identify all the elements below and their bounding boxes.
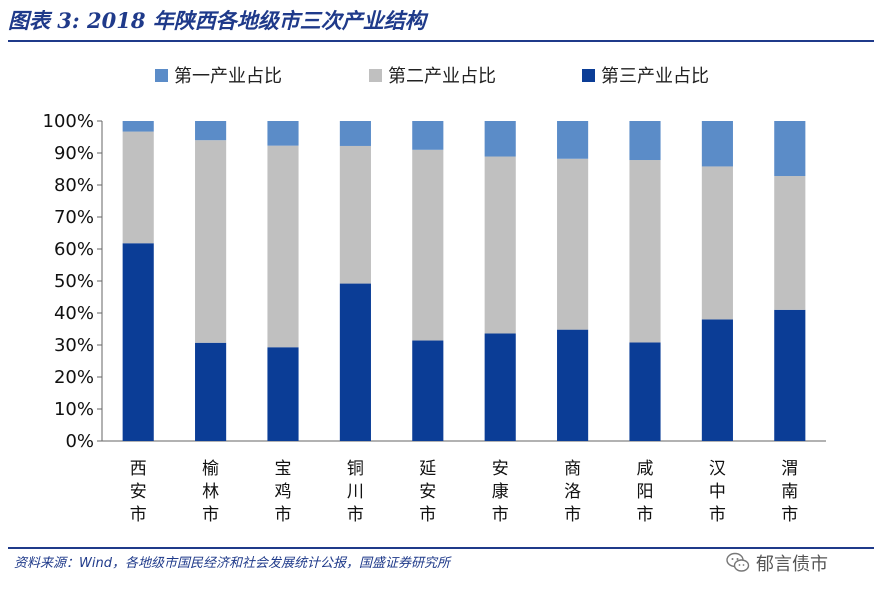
- x-category-label: 林: [202, 482, 219, 502]
- legend-label: 第一产业占比: [174, 66, 282, 87]
- x-category-label: 市: [781, 505, 798, 525]
- wechat-icon: [726, 552, 750, 572]
- bar-segment: [122, 243, 154, 441]
- x-category-label: 市: [492, 505, 509, 525]
- x-category-label: 市: [275, 505, 292, 525]
- x-category-label: 市: [564, 505, 581, 525]
- bar-segment: [701, 166, 733, 320]
- bar-segment: [629, 160, 661, 343]
- stacked-bar-chart: 第一产业占比 第二产业占比 第三产业占比 0% 10% 20% 30% 40% 50% 60% 70…: [43, 66, 826, 525]
- legend-label: 第三产业占比: [601, 66, 709, 87]
- x-category-label: 宝: [275, 459, 292, 479]
- bar-segment: [339, 145, 371, 284]
- y-tick-label: 10%: [54, 399, 94, 420]
- x-category-label: 商: [564, 459, 581, 479]
- x-category-label: 安: [130, 482, 147, 502]
- chart-title: 图表 3: 2018 年陕西各地级市三次产业结构: [8, 8, 426, 33]
- x-category-label: 鸡: [275, 482, 292, 502]
- y-tick-label: 50%: [54, 271, 94, 292]
- bar-segment: [484, 156, 516, 334]
- bar-segment: [701, 121, 733, 167]
- x-category-label: 康: [492, 482, 509, 502]
- y-tick-label: 100%: [43, 111, 94, 132]
- x-category-label: 市: [130, 505, 147, 525]
- bar-segment: [557, 329, 589, 441]
- x-category-label: 市: [202, 505, 219, 525]
- bar-segment: [267, 121, 299, 146]
- y-tick-label: 60%: [54, 239, 94, 260]
- watermark-text: 郁言债市: [756, 554, 828, 575]
- bar-segment: [484, 333, 516, 441]
- y-tick-label: 70%: [54, 207, 94, 228]
- bar-segment: [195, 342, 227, 441]
- bar-segment: [557, 121, 589, 159]
- bar-segment: [195, 140, 227, 343]
- bar-segment: [412, 121, 444, 150]
- y-tick-label: 20%: [54, 367, 94, 388]
- bar-segment: [267, 347, 299, 441]
- x-category-label: 安: [492, 459, 509, 479]
- x-category-label: 西: [130, 459, 147, 479]
- legend-swatch: [369, 69, 382, 82]
- bar-segment: [267, 145, 299, 348]
- x-category-label: 洛: [564, 482, 581, 502]
- y-tick-label: 0%: [65, 431, 94, 452]
- x-category-label: 川: [347, 482, 364, 502]
- x-category-label: 渭: [781, 459, 798, 479]
- x-category-label: 延: [419, 459, 436, 479]
- bar-segment: [557, 158, 589, 330]
- bar-segment: [122, 121, 154, 132]
- bar-segment: [774, 176, 806, 310]
- y-tick-label: 30%: [54, 335, 94, 356]
- bar-segment: [339, 121, 371, 146]
- bar-segment: [412, 149, 444, 341]
- bar-segment: [701, 319, 733, 441]
- x-category-label: 南: [781, 482, 798, 502]
- footer-divider: [8, 547, 874, 549]
- title-divider: [8, 40, 874, 42]
- y-tick-label: 90%: [54, 143, 94, 164]
- bar-segment: [122, 131, 154, 244]
- bar-segment: [484, 121, 516, 157]
- x-category-label: 市: [709, 505, 726, 525]
- x-category-label: 榆: [202, 459, 219, 479]
- y-tick-label: 80%: [54, 175, 94, 196]
- x-category-label: 咸: [637, 459, 654, 479]
- bar-segment: [412, 340, 444, 441]
- bar-segment: [195, 121, 227, 141]
- y-tick-label: 40%: [54, 303, 94, 324]
- legend-swatch: [155, 69, 168, 82]
- x-category-label: 中: [709, 482, 726, 502]
- bar-segment: [629, 121, 661, 161]
- source-note: 资料来源：Wind，各地级市国民经济和社会发展统计公报，国盛证券研究所: [14, 556, 450, 571]
- bar-segment: [774, 121, 806, 177]
- legend-swatch: [582, 69, 595, 82]
- x-category-label: 市: [347, 505, 364, 525]
- bar-segment: [774, 309, 806, 441]
- x-category-label: 阳: [637, 482, 654, 502]
- bar-segment: [629, 342, 661, 441]
- x-category-label: 市: [637, 505, 654, 525]
- legend-label: 第二产业占比: [388, 66, 496, 87]
- x-category-label: 安: [419, 482, 436, 502]
- bar-segment: [339, 283, 371, 441]
- x-category-label: 市: [419, 505, 436, 525]
- x-category-label: 汉: [709, 459, 726, 479]
- watermark: 郁言债市: [726, 550, 866, 576]
- x-category-label: 铜: [347, 459, 364, 479]
